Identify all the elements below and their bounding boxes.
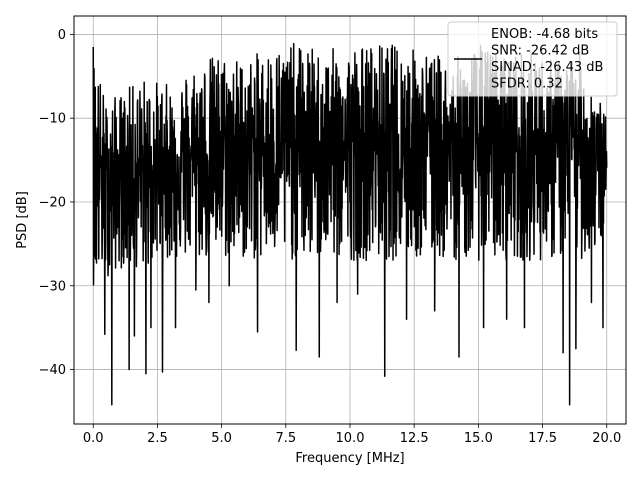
y-tick-label: −40 xyxy=(39,363,66,378)
legend-entry-sfdr: SFDR: 0.32 xyxy=(491,77,563,92)
psd-series-line xyxy=(92,42,608,406)
x-tick-label: 10.0 xyxy=(336,431,365,446)
x-axis: 0.0 2.5 5.0 7.5 10.0 12.5 15.0 17.5 20.0 xyxy=(83,424,621,446)
legend-entry-sinad: SINAD: -26.43 dB xyxy=(491,60,603,75)
x-tick-label: 17.5 xyxy=(528,431,557,446)
legend-box xyxy=(447,21,618,97)
y-axis: 0 −10 −20 −30 −40 xyxy=(39,28,74,378)
x-tick-label: 5.0 xyxy=(211,431,232,446)
legend-entry-snr: SNR: -26.42 dB xyxy=(491,44,589,59)
x-tick-label: 12.5 xyxy=(400,431,429,446)
x-tick-label: 2.5 xyxy=(147,431,168,446)
y-tick-label: −30 xyxy=(39,279,66,294)
y-tick-label: 0 xyxy=(58,28,66,43)
y-tick-label: −10 xyxy=(39,112,66,127)
x-tick-label: 7.5 xyxy=(275,431,296,446)
x-tick-label: 15.0 xyxy=(464,431,493,446)
series-layer xyxy=(92,42,608,406)
x-tick-label: 20.0 xyxy=(592,431,621,446)
legend: ENOB: -4.68 bits SNR: -26.42 dB SINAD: -… xyxy=(447,21,618,97)
y-tick-label: −20 xyxy=(39,195,66,210)
x-axis-label: Frequency [MHz] xyxy=(295,451,404,466)
x-tick-label: 0.0 xyxy=(83,431,104,446)
y-axis-label: PSD [dB] xyxy=(15,191,30,249)
legend-entry-enob: ENOB: -4.68 bits xyxy=(491,27,598,42)
